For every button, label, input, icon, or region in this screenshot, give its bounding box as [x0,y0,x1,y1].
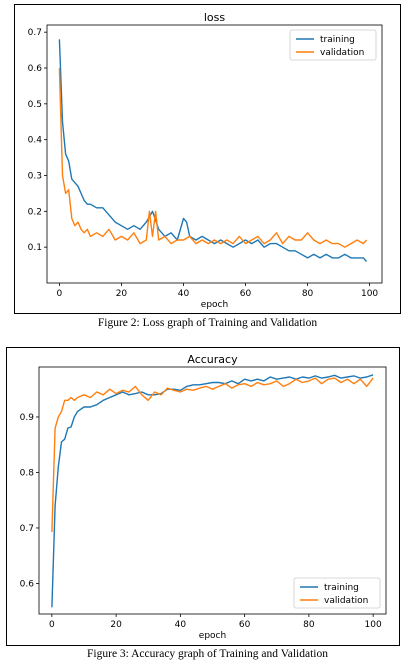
legend-label-training: training [320,35,355,45]
chart-0: loss 0 20 40 60 80 100 0.1 0.2 0.3 0.4 0.5 0.6 0.7 epo… [28,11,383,310]
series-line-validation [51,377,374,532]
y-tick-label: 0.5 [28,100,42,110]
x-tick-label: 100 [365,620,382,630]
plot-area [38,366,387,615]
x-tick-label: 20 [116,289,128,299]
x-tick-label: 40 [178,289,190,299]
y-tick-label: 0.4 [28,136,43,146]
x-tick-label: 80 [302,289,314,299]
figure-caption-loss: Figure 2: Loss graph of Training and Val… [97,317,318,329]
legend: training validation [289,29,377,61]
y-tick-label: 0.9 [20,413,35,423]
legend-label-training: training [324,583,359,593]
series-line-training [58,39,368,262]
x-tick-label: 60 [240,289,252,299]
x-tick-label: 40 [175,620,187,630]
chart-title: loss [204,11,226,24]
y-tick-label: 0.7 [20,524,34,534]
chart-title: Accuracy [187,353,238,366]
x-axis-label: epoch [201,300,228,310]
legend: training validation [293,577,381,609]
x-tick-label: 0 [57,289,63,299]
x-tick-label: 20 [110,620,122,630]
figure-caption-accuracy: Figure 3: Accuracy graph of Training and… [87,648,328,660]
series-line-training [51,374,374,608]
y-tick-label: 0.7 [28,28,42,38]
y-tick-label: 0.8 [20,468,35,478]
legend-label-validation: validation [324,596,368,606]
plot-area [46,24,383,284]
y-tick-label: 0.6 [20,579,35,589]
y-tick-label: 0.2 [28,207,42,217]
y-tick-label: 0.1 [28,243,42,253]
x-tick-label: 0 [49,620,55,630]
x-tick-label: 60 [239,620,251,630]
x-axis-label: epoch [199,631,226,641]
y-tick-label: 0.3 [28,172,42,182]
y-tick-label: 0.6 [28,64,43,74]
chart-1: Accuracy 0 20 40 60 80 100 0.6 0.7 0.8 0.9 epoch tra… [20,353,387,641]
x-tick-label: 100 [361,289,378,299]
legend-label-validation: validation [320,48,364,58]
x-tick-label: 80 [303,620,315,630]
series-line-validation [58,67,368,248]
